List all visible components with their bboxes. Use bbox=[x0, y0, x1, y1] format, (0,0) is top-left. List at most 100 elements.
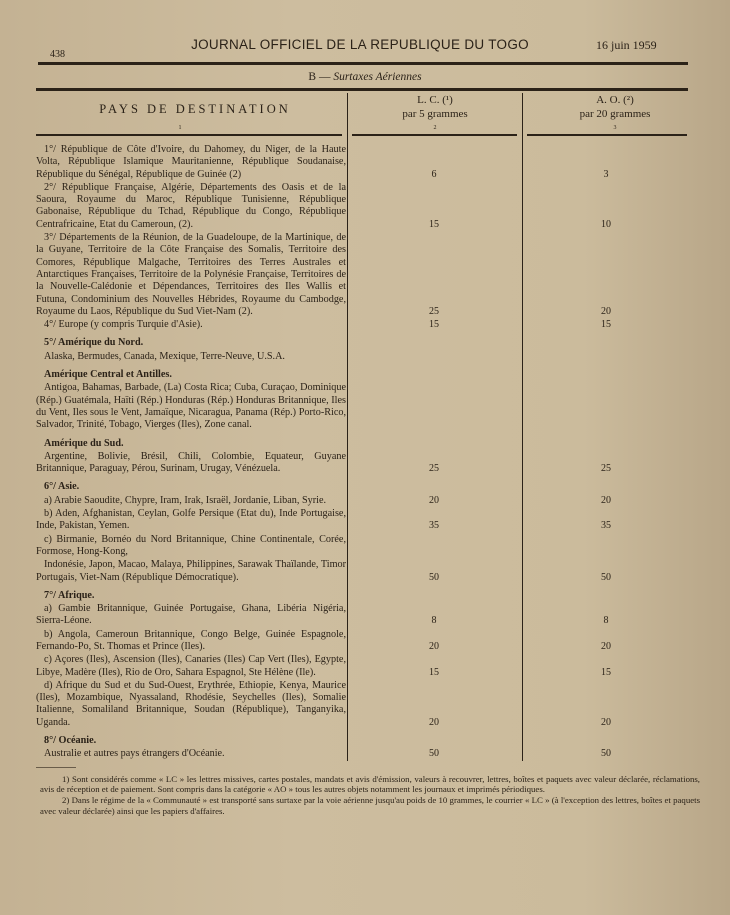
entry-text: Australie et autres pays étrangers d'Océ… bbox=[44, 748, 225, 760]
column-header-lc: L. C. (¹) par 5 grammes bbox=[360, 93, 510, 121]
header-underline-1 bbox=[36, 134, 342, 136]
heading-text: 6°/ Asie. bbox=[44, 481, 80, 493]
ao-surcharge-value: 20 bbox=[601, 494, 611, 506]
table-row: Antigoa, Bahamas, Barbade, (La) Costa Ri… bbox=[36, 382, 690, 431]
ao-label: A. O. (²) bbox=[596, 94, 634, 106]
destination-entry: 4°/ Europe (y compris Turquie d'Asie). bbox=[36, 319, 346, 331]
entry-text: b) Angola, Cameroun Britannique, Congo B… bbox=[36, 628, 346, 652]
heading-text: Amérique Central et Antilles. bbox=[44, 369, 172, 381]
table-row: d) Afrique du Sud et du Sud-Ouest, Eryth… bbox=[36, 680, 690, 729]
footnotes: 1) Sont considérés comme « LC » les lett… bbox=[40, 774, 700, 817]
ao-surcharge-value: 20 bbox=[601, 305, 611, 317]
entry-text: c) Birmanie, Bornéo du Nord Britannique,… bbox=[36, 533, 346, 557]
table-row: 7°/ Afrique. bbox=[36, 590, 690, 602]
footnote-2: 2) Dans le régime de la « Communauté » e… bbox=[40, 795, 700, 817]
destination-entry: b) Aden, Afghanistan, Ceylan, Golfe Pers… bbox=[36, 508, 346, 533]
lc-surcharge-value: 35 bbox=[429, 520, 439, 532]
destination-entry: Antigoa, Bahamas, Barbade, (La) Costa Ri… bbox=[36, 382, 346, 431]
ao-surcharge-value: 35 bbox=[601, 520, 611, 532]
table-body: 1°/ République de Côte d'Ivoire, du Daho… bbox=[36, 93, 690, 761]
entry-text: Indonésie, Japon, Macao, Malaya, Philipp… bbox=[36, 559, 346, 583]
entry-text: c) Açores (Iles), Ascension (Iles), Cana… bbox=[36, 654, 346, 678]
section-rule bbox=[36, 88, 688, 91]
lc-sub: par 5 grammes bbox=[402, 108, 468, 120]
table-row: c) Açores (Iles), Ascension (Iles), Cana… bbox=[36, 654, 690, 679]
issue-date: 16 juin 1959 bbox=[596, 38, 657, 52]
destination-entry: c) Açores (Iles), Ascension (Iles), Cana… bbox=[36, 654, 346, 679]
table-row: 6°/ Asie. bbox=[36, 481, 690, 493]
lc-surcharge-value: 15 bbox=[429, 218, 439, 230]
entry-text: a) Gambie Britannique, Guinée Portugaise… bbox=[36, 603, 346, 627]
table-row: b) Angola, Cameroun Britannique, Congo B… bbox=[36, 629, 690, 654]
entry-text: d) Afrique du Sud et du Sud-Ouest, Eryth… bbox=[36, 679, 346, 728]
group-heading: Amérique du Sud. bbox=[36, 438, 346, 450]
ao-surcharge-value: 15 bbox=[601, 319, 611, 331]
entry-text: 1°/ République de Côte d'Ivoire, du Daho… bbox=[36, 144, 346, 180]
column-number-3: 3 bbox=[613, 125, 617, 131]
table-row: b) Aden, Afghanistan, Ceylan, Golfe Pers… bbox=[36, 508, 690, 533]
entry-text: b) Aden, Afghanistan, Ceylan, Golfe Pers… bbox=[36, 508, 346, 532]
table-row: 2°/ République Française, Algérie, Dépar… bbox=[36, 182, 690, 231]
lc-surcharge-value: 20 bbox=[429, 716, 439, 728]
destination-entry: d) Afrique du Sud et du Sud-Ouest, Eryth… bbox=[36, 680, 346, 729]
ao-surcharge-value: 20 bbox=[601, 716, 611, 728]
heading-text: Amérique du Sud. bbox=[44, 437, 124, 449]
destination-entry: a) Arabie Saoudite, Chypre, Iram, Irak, … bbox=[36, 495, 346, 507]
section-title: B — Surtaxes Aériennes bbox=[0, 71, 730, 83]
table-row: Australie et autres pays étrangers d'Océ… bbox=[36, 748, 690, 760]
group-heading: 8°/ Océanie. bbox=[36, 735, 346, 747]
table-bottom-rule bbox=[36, 766, 76, 768]
group-heading: 5°/ Amérique du Nord. bbox=[36, 337, 346, 349]
lc-surcharge-value: 20 bbox=[429, 494, 439, 506]
ao-surcharge-value: 25 bbox=[601, 463, 611, 475]
table-row: a) Gambie Britannique, Guinée Portugaise… bbox=[36, 603, 690, 628]
table-row: 8°/ Océanie. bbox=[36, 735, 690, 747]
table-row: Indonésie, Japon, Macao, Malaya, Philipp… bbox=[36, 559, 690, 584]
ao-surcharge-value: 8 bbox=[603, 615, 609, 627]
destination-entry: c) Birmanie, Bornéo du Nord Britannique,… bbox=[36, 534, 346, 559]
entry-text: 2°/ République Française, Algérie, Dépar… bbox=[36, 181, 346, 230]
table-row: 4°/ Europe (y compris Turquie d'Asie). 15… bbox=[36, 319, 690, 331]
group-heading: 7°/ Afrique. bbox=[36, 590, 346, 602]
footnote-1: 1) Sont considérés comme « LC » les lett… bbox=[40, 773, 700, 795]
column-number-1: 1 bbox=[178, 125, 182, 131]
destination-entry: a) Gambie Britannique, Guinée Portugaise… bbox=[36, 603, 346, 628]
lc-surcharge-value: 25 bbox=[429, 463, 439, 475]
ao-surcharge-value: 3 bbox=[603, 168, 609, 180]
destination-entry: b) Angola, Cameroun Britannique, Congo B… bbox=[36, 629, 346, 654]
table-row: c) Birmanie, Bornéo du Nord Britannique,… bbox=[36, 534, 690, 559]
table-row: 5°/ Amérique du Nord. bbox=[36, 337, 690, 349]
ao-surcharge-value: 15 bbox=[601, 666, 611, 678]
table-row: Amérique Central et Antilles. bbox=[36, 369, 690, 381]
table-row: Alaska, Bermudes, Canada, Mexique, Terre… bbox=[36, 351, 690, 363]
destination-entry: Indonésie, Japon, Macao, Malaya, Philipp… bbox=[36, 559, 346, 584]
table-row: Argentine, Bolivie, Brésil, Chili, Colom… bbox=[36, 451, 690, 476]
column-header-ao: A. O. (²) par 20 grammes bbox=[535, 93, 695, 121]
lc-surcharge-value: 6 bbox=[431, 168, 437, 180]
table-rows: 1°/ République de Côte d'Ivoire, du Daho… bbox=[36, 144, 690, 761]
lc-surcharge-value: 25 bbox=[429, 305, 439, 317]
table-row: a) Arabie Saoudite, Chypre, Iram, Irak, … bbox=[36, 495, 690, 507]
destination-entry: Australie et autres pays étrangers d'Océ… bbox=[36, 748, 346, 760]
lc-surcharge-value: 50 bbox=[429, 571, 439, 583]
entry-text: Antigoa, Bahamas, Barbade, (La) Costa Ri… bbox=[36, 382, 346, 431]
column-divider-2 bbox=[522, 93, 523, 761]
entry-text: 3°/ Départements de la Réunion, de la Gu… bbox=[36, 232, 346, 317]
ao-surcharge-value: 20 bbox=[601, 640, 611, 652]
group-heading: 6°/ Asie. bbox=[36, 481, 346, 493]
page-number: 438 bbox=[50, 49, 65, 60]
heading-text: 5°/ Amérique du Nord. bbox=[44, 337, 144, 349]
lc-label: L. C. (¹) bbox=[417, 94, 453, 106]
table-row: 3°/ Départements de la Réunion, de la Gu… bbox=[36, 232, 690, 318]
section-prefix: B — bbox=[308, 71, 331, 83]
heading-text: 7°/ Afrique. bbox=[44, 589, 95, 601]
column-divider-1 bbox=[347, 93, 348, 761]
ao-sub: par 20 grammes bbox=[579, 108, 651, 120]
ao-surcharge-value: 50 bbox=[601, 748, 611, 760]
lc-surcharge-value: 50 bbox=[429, 748, 439, 760]
lc-surcharge-value: 20 bbox=[429, 640, 439, 652]
header-rule bbox=[38, 62, 688, 65]
destination-entry: 2°/ République Française, Algérie, Dépar… bbox=[36, 182, 346, 231]
entry-text: Argentine, Bolivie, Brésil, Chili, Colom… bbox=[36, 450, 346, 475]
destination-entry: 1°/ République de Côte d'Ivoire, du Daho… bbox=[36, 144, 346, 181]
